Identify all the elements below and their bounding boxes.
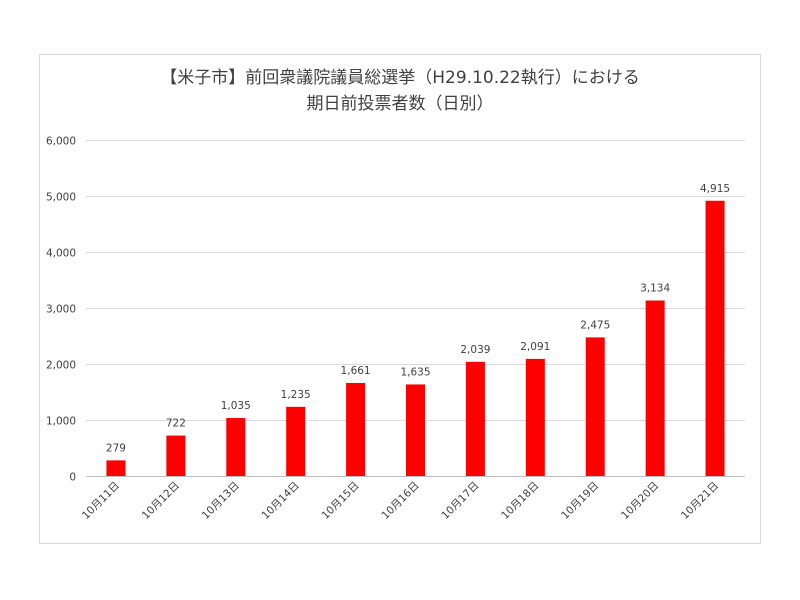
bar: [645, 300, 665, 476]
bar: [525, 358, 545, 476]
x-tick-label: 10月14日: [260, 480, 302, 522]
bars: [106, 200, 725, 476]
data-label: 1,035: [221, 400, 251, 412]
y-tick-label: 0: [69, 472, 76, 484]
data-label: 2,475: [580, 319, 610, 331]
y-tick-label: 3,000: [46, 304, 76, 316]
chart-title-line1: 【米子市】前回衆議院議員総選挙（H29.10.22執行）における: [160, 68, 640, 88]
gridlines: [86, 140, 745, 477]
y-axis-ticks: 0 1,000 2,000 3,000 4,000 5,000 6,000: [46, 136, 76, 484]
x-tick-label: 10月21日: [679, 480, 721, 522]
x-tick-label: 10月18日: [499, 480, 541, 522]
data-label: 2,091: [520, 341, 550, 353]
x-tick-label: 10月13日: [200, 480, 242, 522]
x-tick-label: 10月11日: [80, 480, 122, 522]
data-label: 4,915: [700, 183, 730, 195]
bar: [406, 384, 425, 476]
bar: [166, 435, 186, 476]
chart-title-line2: 期日前投票者数（日別）: [306, 94, 494, 114]
y-tick-label: 1,000: [46, 416, 76, 428]
x-tick-label: 10月12日: [140, 480, 182, 522]
data-label: 1,661: [341, 365, 371, 377]
x-tick-label: 10月15日: [319, 480, 361, 522]
data-label: 3,134: [640, 282, 670, 294]
data-labels: 279 722 1,035 1,235 1,661 1,635 2,039 2,091 2,47…: [106, 183, 730, 455]
x-tick-label: 10月19日: [559, 480, 601, 522]
bar: [106, 460, 126, 476]
y-tick-label: 4,000: [46, 248, 76, 260]
bar: [705, 200, 725, 476]
y-tick-label: 6,000: [46, 136, 76, 148]
bar: [465, 361, 485, 476]
chart-frame: [39, 54, 761, 544]
data-label: 1,235: [281, 389, 311, 401]
bar: [226, 418, 246, 476]
x-tick-label: 10月20日: [619, 480, 661, 522]
x-axis-ticks: 10月11日 10月12日 10月13日 10月14日 10月15日 10月16日 10月1…: [80, 480, 721, 522]
data-label: 722: [166, 418, 186, 430]
x-tick-label: 10月17日: [439, 480, 481, 522]
y-tick-label: 2,000: [46, 360, 76, 372]
data-label: 279: [106, 442, 126, 454]
data-label: 1,635: [400, 366, 430, 378]
x-tick-label: 10月16日: [379, 480, 421, 522]
bar: [346, 382, 366, 476]
data-label: 2,039: [460, 344, 490, 356]
bar: [286, 406, 306, 476]
y-tick-label: 5,000: [46, 192, 76, 204]
bar: [585, 337, 605, 476]
